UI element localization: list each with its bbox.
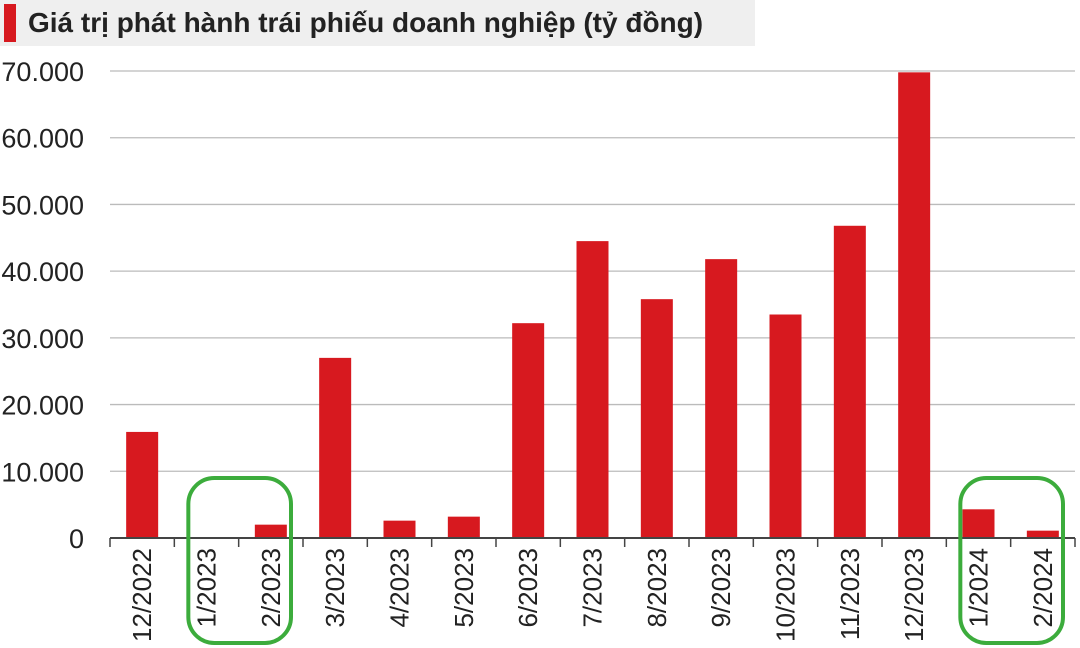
y-tick-label: 40.000 (1, 257, 84, 287)
y-tick-label: 0 (69, 524, 84, 554)
bars (126, 72, 1059, 538)
y-tick-label: 60.000 (1, 124, 84, 154)
bar (769, 314, 802, 538)
bar (126, 431, 159, 538)
x-tick-label: 12/2022 (127, 548, 157, 642)
x-tick-label: 5/2023 (449, 548, 479, 628)
x-tick-label: 2/2023 (256, 548, 286, 628)
x-tick-label: 8/2023 (642, 548, 672, 628)
x-tick-label: 9/2023 (706, 548, 736, 628)
y-tick-label: 30.000 (1, 324, 84, 354)
bar (254, 524, 287, 538)
x-axis-tick-labels: 12/2022 1/2023 2/2023 3/2023 4/2023 5/2023 6/2… (127, 548, 1058, 642)
bar (833, 225, 866, 538)
highlight-box (958, 476, 1065, 645)
bar (512, 323, 545, 538)
x-tick-label: 11/2023 (835, 548, 865, 640)
x-tick-label: 2/2024 (1028, 548, 1058, 628)
x-tick-label: 10/2023 (771, 548, 801, 642)
chart-title: Giá trị phát hành trái phiếu doanh nghiệ… (28, 7, 704, 38)
x-tick-label: 6/2023 (513, 548, 543, 628)
bar (640, 299, 673, 538)
highlight-boxes (186, 476, 1065, 645)
bar (898, 72, 931, 538)
bar (447, 516, 480, 538)
y-tick-label: 20.000 (1, 391, 84, 421)
chart-header: Giá trị phát hành trái phiếu doanh nghiệ… (0, 0, 755, 46)
bar (383, 520, 416, 538)
bar (1026, 530, 1059, 538)
x-tick-label: 1/2023 (192, 548, 222, 628)
y-tick-label: 10.000 (1, 457, 84, 487)
x-tick-label: 4/2023 (385, 548, 415, 628)
bar (319, 357, 352, 538)
bar (962, 509, 995, 538)
bar (576, 241, 609, 538)
x-axis (109, 537, 1076, 547)
y-tick-label: 70.000 (1, 57, 84, 87)
x-tick-label: 12/2023 (899, 548, 929, 642)
x-tick-label: 1/2024 (964, 548, 994, 628)
y-axis-tick-labels: 0 10.000 20.000 30.000 40.000 50.000 60.000 70.… (1, 57, 84, 554)
highlight-box (186, 476, 293, 645)
x-tick-label: 7/2023 (578, 548, 608, 628)
title-accent-bar (4, 4, 16, 42)
bar (705, 259, 738, 538)
x-tick-label: 3/2023 (320, 548, 350, 628)
y-tick-label: 50.000 (1, 190, 84, 220)
